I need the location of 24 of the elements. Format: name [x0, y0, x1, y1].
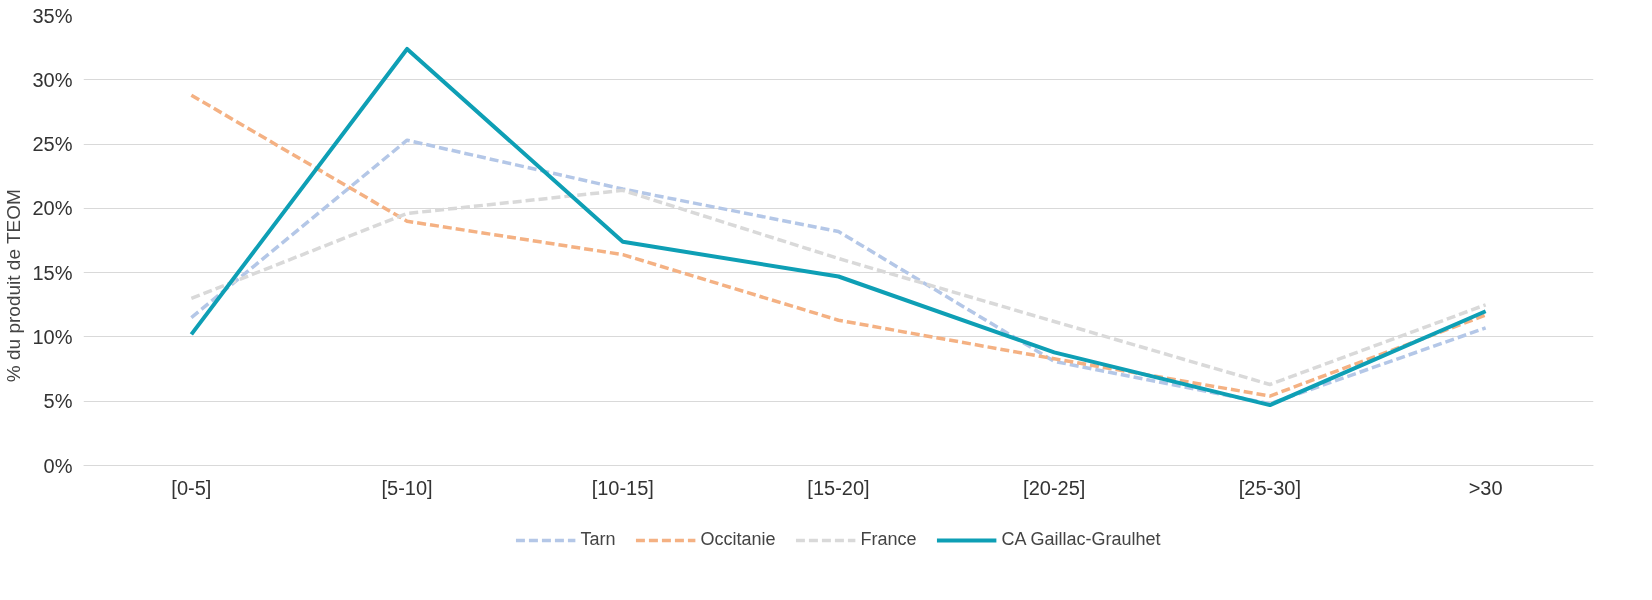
legend-label: Occitanie: [700, 529, 776, 550]
x-tick-label: [10-15]: [591, 476, 654, 499]
y-axis-title: % du produit de TEOM: [3, 189, 25, 383]
x-tick-label: >30: [1468, 476, 1503, 499]
y-tick-label: 35%: [32, 4, 73, 27]
legend-label: Tarn: [580, 529, 616, 550]
x-tick-label: [20-25]: [1023, 476, 1086, 499]
y-tick-label: 20%: [32, 197, 73, 220]
line-series: [189, 46, 1488, 408]
line-series: [189, 188, 1488, 387]
legend-label: France: [860, 529, 917, 550]
y-tick-label: 0%: [43, 454, 73, 477]
y-tick-label: 15%: [32, 261, 73, 284]
legend-label: CA Gaillac-Graulhet: [1001, 529, 1161, 550]
x-tick-label: [5-10]: [381, 476, 433, 499]
y-tick-label: 30%: [32, 68, 73, 91]
x-tick-label: [0-5]: [171, 476, 212, 499]
y-tick-label: 5%: [43, 390, 73, 413]
y-tick-label: 10%: [32, 325, 73, 348]
line-series: [189, 138, 1488, 406]
x-tick-label: [15-20]: [807, 476, 870, 499]
line-series: [189, 93, 1488, 398]
y-tick-label: 25%: [32, 133, 73, 156]
x-tick-label: [25-30]: [1238, 476, 1302, 499]
